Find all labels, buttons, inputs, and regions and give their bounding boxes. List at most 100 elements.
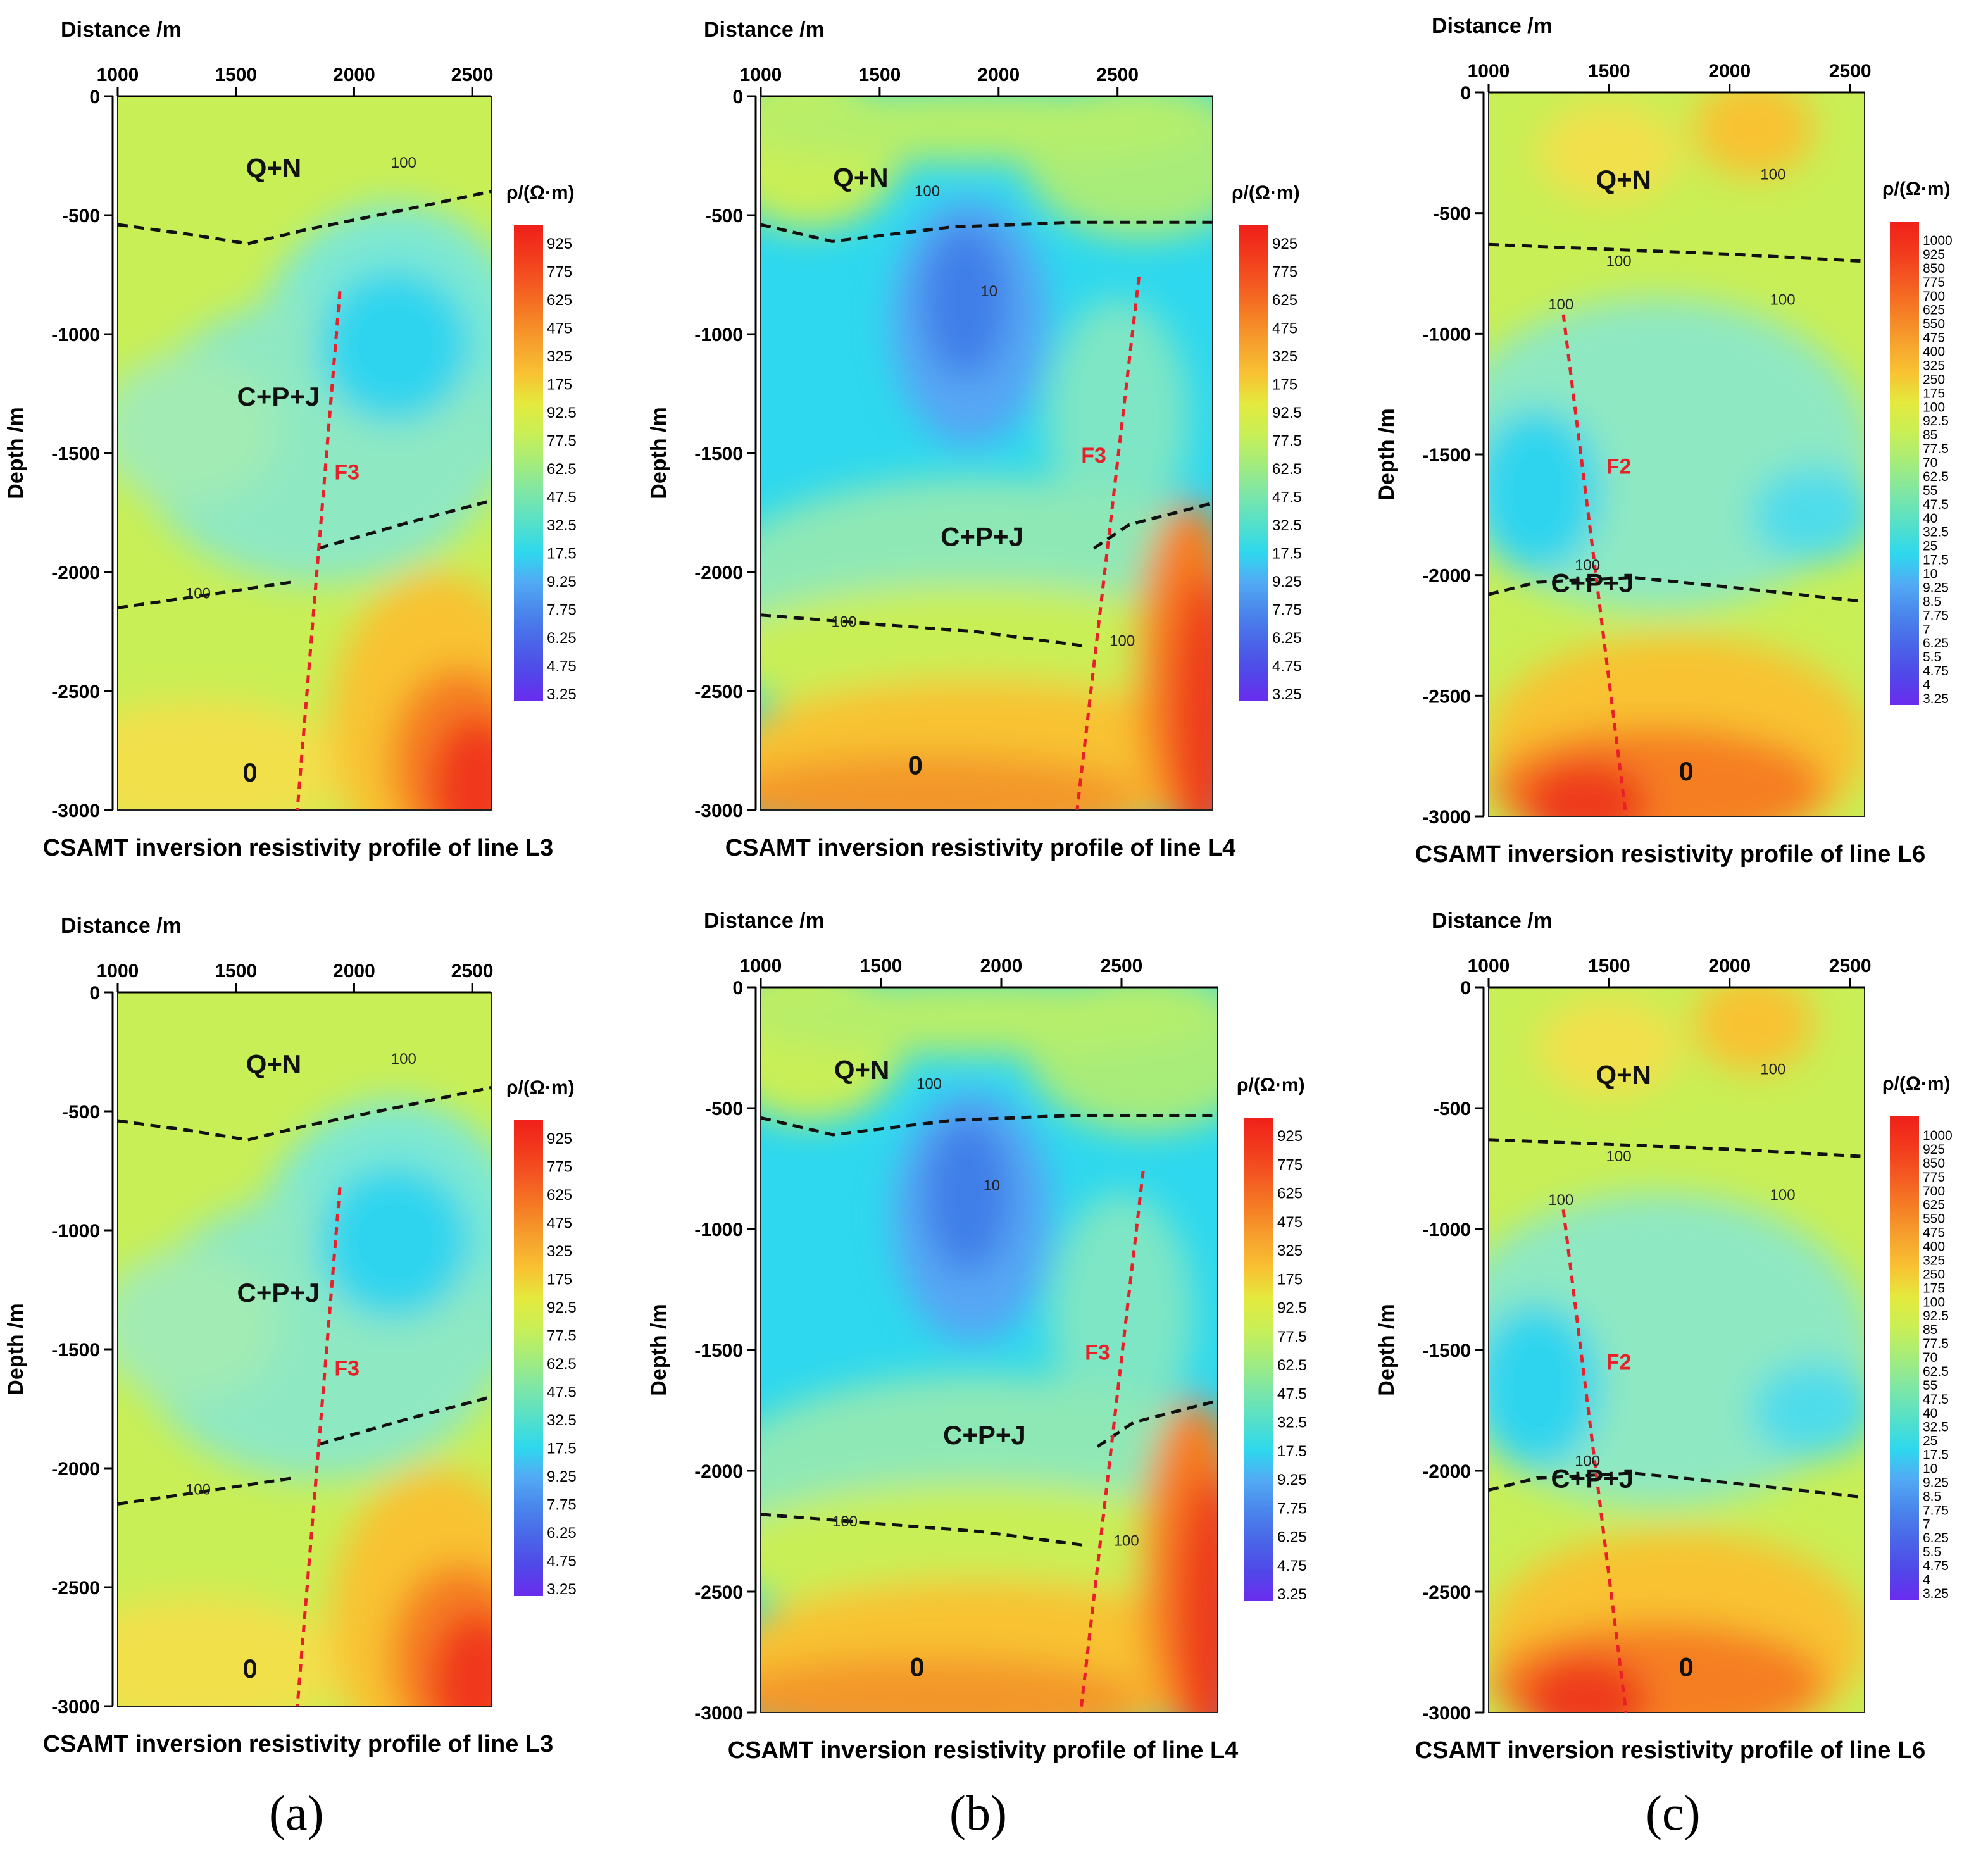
contour-label: 100: [1110, 633, 1135, 650]
colorbar-tick-label: 47.5: [547, 1384, 577, 1401]
colorbar-tick-label: 62.5: [1277, 1357, 1307, 1374]
colorbar-tick-label: 17.5: [547, 1440, 577, 1457]
fault-label: F2: [1606, 455, 1632, 479]
colorbar: ρ/(Ω·m)100092585077570062555047540032525…: [1882, 1073, 1953, 1601]
colorbar-tick-label: 850: [1923, 261, 1945, 276]
resistivity-anomaly: [1172, 572, 1213, 810]
colorbar-tick-label: 7: [1923, 1517, 1930, 1532]
unit-label: 0: [1679, 756, 1694, 786]
contour-label: 100: [1770, 292, 1796, 309]
y-tick-label: -500: [705, 1099, 743, 1120]
unit-label: C+P+J: [1551, 1464, 1634, 1494]
colorbar-tick-label: 47.5: [1923, 497, 1949, 512]
colorbar: ρ/(Ω·m) 925 775 625 475 325 175 92.5 77.5 62.5 47.…: [1232, 182, 1302, 703]
colorbar-tick-label: 625: [1272, 292, 1297, 309]
colorbar-tick-label: 6.25: [1923, 1531, 1949, 1545]
unit-label: C+P+J: [237, 1278, 320, 1307]
contour-label: 100: [1606, 253, 1632, 270]
y-tick-label: -2500: [694, 682, 743, 702]
unit-label: 0: [910, 1652, 924, 1682]
x-tick-label: 1500: [1588, 956, 1630, 977]
contour-label: 100: [1760, 166, 1785, 183]
colorbar-title: ρ/(Ω·m): [1882, 1073, 1951, 1094]
resistivity-anomaly: [1489, 1304, 1600, 1469]
x-tick-label: 2500: [1829, 956, 1872, 977]
colorbar-tick-label: 3.25: [1923, 692, 1949, 706]
chart-title: CSAMT inversion resistivity profile of l…: [43, 1731, 554, 1757]
colorbar-tick-label: 550: [1923, 1212, 1945, 1226]
colorbar-tick-label: 9.25: [1923, 580, 1949, 595]
colorbar-tick-label: 40: [1923, 511, 1937, 526]
colorbar-tick-label: 4.75: [547, 658, 577, 675]
colorbar-tick-label: 32.5: [1277, 1414, 1307, 1432]
colorbar-tick-label: 7.75: [1277, 1500, 1307, 1517]
unit-label: C+P+J: [941, 522, 1023, 552]
x-tick-label: 1000: [740, 65, 782, 85]
colorbar-tick-label: 925: [1277, 1128, 1303, 1145]
colorbar-tick-label: 325: [547, 348, 572, 365]
stratigraphic-boundary: [117, 189, 492, 246]
fault-label: F2: [1606, 1351, 1632, 1375]
colorbar: ρ/(Ω·m) 925 775 625 475 325 175 92.5 77.5 62.5 47.…: [506, 1077, 577, 1598]
colorbar-tick-label: 7.75: [1923, 1503, 1949, 1518]
colorbar-tick-label: 92.5: [547, 404, 577, 421]
colorbar-tick-label: 1000: [1923, 1128, 1953, 1143]
x-axis-title: Distance /m: [1432, 909, 1553, 933]
fault-line: [296, 1187, 342, 1707]
y-tick-label: -1500: [694, 444, 743, 465]
x-tick-label: 2500: [1101, 956, 1143, 977]
colorbar-tick-label: 47.5: [1272, 489, 1302, 506]
colorbar-tick-label: 3.25: [1277, 1586, 1307, 1603]
colorbar-gradient: [1239, 225, 1268, 701]
colorbar-tick-label: 775: [1277, 1156, 1303, 1173]
resistivity-anomaly: [1537, 104, 1682, 201]
contour-label: 100: [185, 585, 211, 602]
resistivity-field: [118, 992, 491, 1706]
colorbar-tick-label: 4.75: [1277, 1557, 1307, 1575]
y-tick-label: -2500: [51, 682, 100, 702]
contour-label: 10: [983, 1177, 1000, 1194]
resistivity-anomaly: [118, 1597, 347, 1706]
x-tick-label: 1000: [1468, 956, 1510, 977]
panel-label-c: (c): [1646, 1785, 1701, 1840]
colorbar-tick-label: 25: [1923, 1434, 1937, 1449]
colorbar-tick-label: 475: [1923, 331, 1945, 346]
colorbar-tick-label: 550: [1923, 317, 1945, 332]
colorbar-tick-label: 32.5: [1923, 525, 1949, 540]
contour-label: 100: [832, 613, 857, 630]
x-tick-label: 2000: [977, 65, 1020, 85]
y-tick-label: -1000: [51, 325, 100, 346]
colorbar-tick-label: 850: [1923, 1156, 1945, 1171]
colorbar-title: ρ/(Ω·m): [506, 1077, 575, 1098]
colorbar-tick-label: 47.5: [1277, 1385, 1307, 1402]
colorbar-tick-label: 4.75: [1923, 1559, 1949, 1573]
fault-line: [1561, 314, 1628, 817]
x-tick-label: 2500: [451, 65, 494, 85]
colorbar-tick-label: 250: [1923, 1267, 1945, 1282]
colorbar-tick-label: 1000: [1923, 234, 1953, 248]
colorbar-tick-label: 8.5: [1923, 594, 1941, 609]
colorbar-tick-label: 47.5: [547, 489, 577, 506]
colorbar-tick-label: 925: [547, 235, 572, 253]
colorbar-tick-label: 62.5: [1272, 461, 1302, 478]
chart-title: CSAMT inversion resistivity profile of l…: [728, 1737, 1239, 1764]
stratigraphic-boundary: [1096, 1399, 1218, 1448]
colorbar-tick-label: 9.25: [1277, 1471, 1307, 1488]
chart-title: CSAMT inversion resistivity profile of l…: [1415, 1737, 1926, 1764]
colorbar-tick-label: 325: [1923, 1253, 1945, 1268]
resistivity-anomaly: [761, 96, 1213, 163]
colorbar-tick-label: 62.5: [1923, 470, 1949, 484]
resistivity-anomaly: [1693, 987, 1815, 1072]
fault-label: F3: [334, 1356, 359, 1380]
colorbar-tick-label: 625: [547, 1187, 572, 1204]
stratigraphic-boundary: [760, 1513, 1089, 1547]
colorbar-tick-label: 325: [1272, 348, 1297, 365]
colorbar-tick-label: 55: [1923, 484, 1937, 498]
colorbar-tick-label: 9.25: [547, 573, 577, 590]
colorbar-gradient: [1890, 1116, 1919, 1600]
contour-label: 100: [915, 183, 940, 200]
